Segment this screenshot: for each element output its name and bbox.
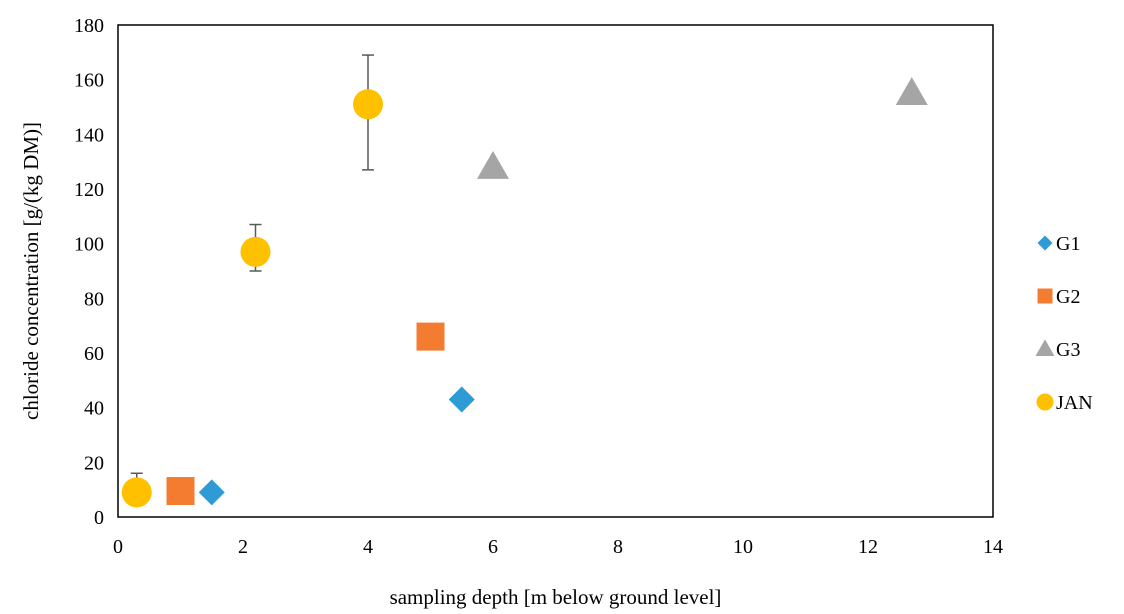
x-tick-label: 0 [113, 536, 123, 558]
x-tick-label: 4 [363, 536, 373, 558]
legend-marker-square [1037, 288, 1053, 304]
x-axis-tick-labels: 0 2 4 6 8 10 12 14 [113, 536, 1003, 558]
legend-label: G3 [1056, 339, 1080, 361]
y-axis-title: chloride concentration [g/(kg DM)] [19, 122, 43, 420]
data-point-g2 [416, 322, 445, 351]
y-tick-label: 40 [84, 398, 104, 420]
series-jan [121, 54, 383, 508]
y-tick-label: 140 [74, 124, 104, 146]
y-tick-label: 20 [84, 452, 104, 474]
legend-item-g3: G3 [1035, 339, 1080, 361]
legend-item-g2: G2 [1037, 286, 1080, 308]
y-tick-label: 100 [74, 234, 104, 256]
data-point-g2 [166, 477, 195, 506]
legend-marker-diamond [1037, 235, 1053, 251]
y-tick-label: 120 [74, 179, 104, 201]
x-tick-label: 10 [733, 536, 753, 558]
data-points [121, 54, 928, 508]
data-point-jan [121, 477, 152, 508]
legend-marker-circle [1036, 393, 1054, 411]
y-tick-label: 80 [84, 288, 104, 310]
data-point-jan [353, 89, 383, 120]
y-tick-label: 60 [84, 343, 104, 365]
data-point-g1 [198, 479, 225, 506]
data-point-g3 [895, 77, 928, 106]
legend-item-g1: G1 [1037, 233, 1080, 255]
legend: G1 G2 G3 JAN [1035, 233, 1093, 414]
legend-label: G1 [1056, 233, 1080, 255]
legend-item-jan: JAN [1036, 392, 1093, 414]
data-point-g3 [477, 150, 509, 179]
x-tick-label: 2 [238, 536, 248, 558]
legend-marker-triangle [1035, 339, 1055, 356]
x-tick-label: 8 [613, 536, 623, 558]
x-tick-label: 12 [858, 536, 878, 558]
x-axis-title: sampling depth [m below ground level] [390, 585, 722, 609]
data-point-g1 [448, 386, 475, 413]
series-g2 [166, 322, 445, 506]
series-g1 [198, 386, 475, 506]
y-axis-tick-labels: 0 20 40 60 80 100 120 140 160 180 [74, 15, 104, 529]
x-tick-label: 14 [983, 536, 1003, 558]
y-tick-label: 160 [74, 70, 104, 92]
legend-label: JAN [1056, 392, 1093, 414]
y-tick-label: 180 [74, 15, 104, 37]
plot-area [117, 24, 994, 518]
x-tick-label: 6 [488, 536, 498, 558]
y-tick-label: 0 [94, 507, 104, 529]
series-g3 [477, 77, 928, 179]
legend-label: G2 [1056, 286, 1080, 308]
data-point-jan [240, 236, 271, 267]
